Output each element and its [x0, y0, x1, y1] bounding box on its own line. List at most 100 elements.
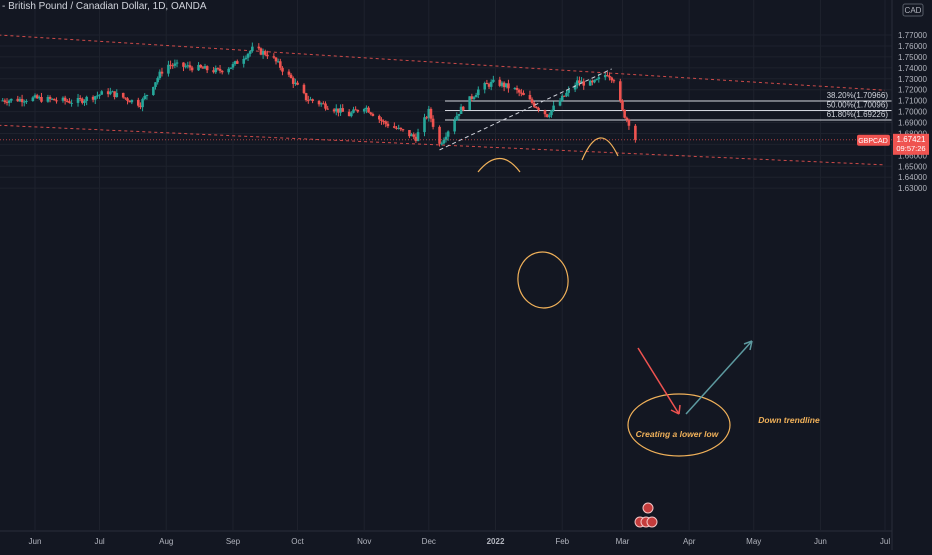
candle-body: [272, 56, 276, 58]
candle-body: [214, 68, 218, 73]
candle-body: [7, 100, 11, 103]
left-shoulder-arc: [477, 157, 521, 173]
candle-body: [619, 81, 622, 101]
candle-body: [311, 99, 314, 101]
candle-body: [386, 123, 390, 127]
candle-body: [188, 65, 192, 68]
candle-body: [625, 117, 629, 120]
candle-body: [500, 82, 504, 86]
candle-body: [522, 92, 525, 96]
candle-body: [578, 80, 581, 84]
candle-body: [352, 109, 355, 113]
candle-body: [38, 97, 41, 99]
candle-body: [427, 108, 431, 118]
candle-body: [128, 100, 131, 103]
candle-body: [184, 66, 187, 68]
candle-body: [354, 109, 357, 111]
candle-body: [384, 121, 388, 124]
candle-body: [242, 58, 246, 64]
candle-body: [520, 92, 523, 94]
candle-body: [393, 126, 396, 128]
candle-body: [317, 100, 321, 105]
candle-body: [504, 83, 508, 88]
candle-body: [457, 113, 461, 116]
candle-body: [548, 115, 551, 117]
candle-body: [3, 100, 7, 102]
candle-body: [535, 106, 538, 108]
price-badge-value: 1.67421: [897, 135, 926, 144]
candle-body: [220, 70, 224, 73]
candle-body: [582, 81, 586, 86]
candle-body: [552, 105, 555, 111]
candle-body: [397, 127, 400, 129]
candle-body: [399, 127, 403, 130]
candle-body: [453, 120, 456, 132]
candle-body: [367, 107, 370, 113]
up-arrow-line: [685, 340, 753, 415]
fib-label: 50.00%(1.70096): [827, 101, 889, 110]
candle-body: [356, 109, 360, 112]
candle-body: [197, 64, 200, 71]
candle-body: [474, 94, 478, 98]
time-tick-label: Jun: [814, 537, 827, 546]
candle-body: [235, 61, 239, 64]
candle-body: [444, 136, 448, 140]
candle-body: [459, 106, 463, 114]
time-tick-label: Sep: [226, 537, 241, 546]
candle-body: [53, 98, 56, 101]
candle-body: [623, 109, 626, 118]
price-tick-label: 1.72000: [898, 86, 927, 95]
candle-body: [279, 61, 282, 68]
candle-body: [341, 108, 345, 112]
candle-body: [606, 75, 609, 77]
candle-body: [425, 117, 428, 119]
candle-body: [446, 131, 450, 137]
candle-body: [126, 98, 129, 101]
symbol-title[interactable]: - British Pound / Canadian Dollar, 1D, O…: [2, 1, 207, 12]
candle-body: [106, 91, 110, 95]
candle-body: [244, 57, 248, 59]
candle-body: [46, 96, 50, 102]
candle-body: [369, 112, 372, 114]
down-arrow-head: [670, 404, 681, 415]
candle-body: [48, 96, 52, 99]
candle-body: [470, 96, 474, 99]
candle-body: [612, 80, 616, 82]
candle-body: [401, 129, 405, 131]
candle-body: [489, 81, 493, 87]
time-tick-label: Aug: [159, 537, 173, 546]
time-tick-label: Jul: [880, 537, 890, 546]
candle-body: [565, 92, 568, 97]
candle-body: [472, 97, 476, 99]
candle-body: [563, 95, 566, 97]
candle-body: [96, 95, 99, 97]
candle-body: [621, 100, 624, 110]
currency-label: CAD: [905, 6, 922, 15]
candle-body: [289, 74, 293, 79]
candle-body: [513, 87, 517, 89]
price-tick-label: 1.71000: [898, 97, 927, 106]
candle-body: [70, 102, 73, 104]
price-tick-label: 1.64000: [898, 173, 927, 182]
candle-body: [115, 92, 119, 98]
candle-body: [248, 51, 252, 54]
candle-body: [365, 107, 368, 110]
candle-body: [257, 46, 261, 49]
candle-body: [55, 100, 58, 102]
candle-body: [291, 78, 295, 84]
candle-body: [160, 71, 164, 74]
candle-body: [545, 114, 549, 117]
currency-tag: [902, 3, 924, 17]
price-tick-label: 1.66000: [898, 151, 927, 160]
candle-body: [528, 95, 532, 100]
candle-body: [362, 109, 366, 112]
candle-body: [485, 83, 489, 85]
candle-body: [326, 108, 329, 110]
candle-body: [50, 98, 54, 100]
event-marker-icon: [646, 516, 658, 528]
candle-body: [121, 92, 125, 98]
candle-body: [507, 83, 510, 89]
candle-body: [395, 127, 398, 129]
